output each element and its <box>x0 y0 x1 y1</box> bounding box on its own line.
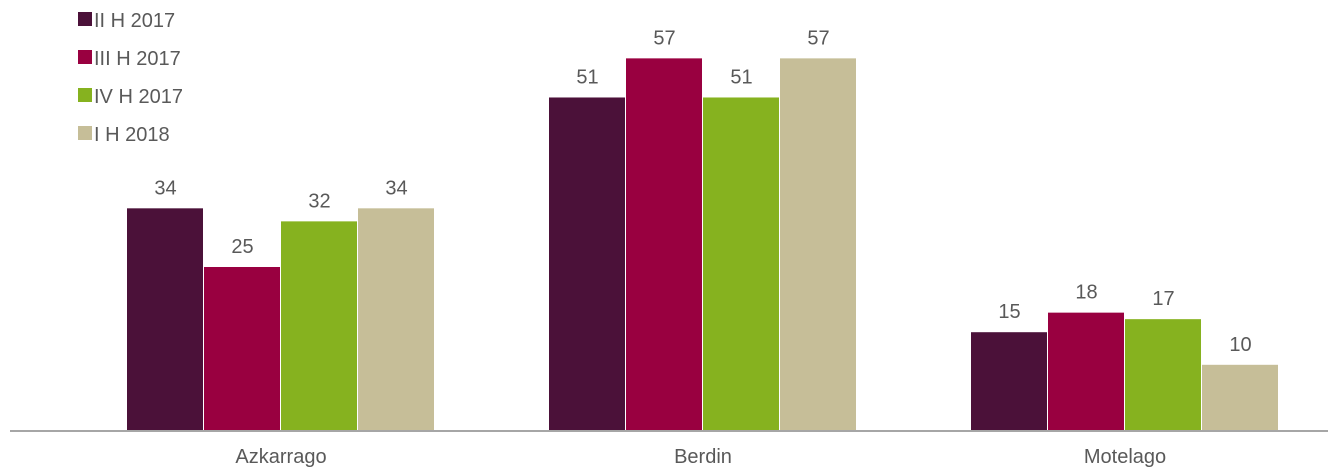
bar <box>281 221 357 430</box>
bar <box>1048 312 1124 430</box>
legend-swatch <box>78 50 92 64</box>
legend-label: I H 2018 <box>94 124 170 146</box>
x-tick-labels: Azkarrago Berdin Motelago <box>235 446 1166 468</box>
legend-label: IV H 2017 <box>94 86 183 108</box>
legend-swatch <box>78 126 92 140</box>
bar <box>780 58 856 431</box>
x-tick-label: Azkarrago <box>235 446 326 468</box>
data-label: 34 <box>385 177 407 199</box>
bar <box>1202 364 1278 430</box>
x-tick-label: Motelago <box>1084 446 1166 468</box>
x-tick-label: Berdin <box>674 446 732 468</box>
legend-label: II H 2017 <box>94 10 175 32</box>
bar <box>204 267 280 430</box>
data-label: 25 <box>231 236 253 258</box>
legend-swatch <box>78 88 92 102</box>
bar <box>971 332 1047 430</box>
data-label: 34 <box>154 177 176 199</box>
bar <box>127 208 203 430</box>
data-label: 32 <box>308 190 330 212</box>
data-labels-group: 34 25 32 34 51 57 51 57 15 18 17 10 <box>154 27 1251 355</box>
bar <box>626 58 702 431</box>
data-label: 17 <box>1152 288 1174 310</box>
bar <box>549 97 625 430</box>
data-label: 57 <box>807 27 829 49</box>
bar <box>1125 319 1201 430</box>
data-label: 51 <box>730 66 752 88</box>
data-label: 10 <box>1229 334 1251 356</box>
data-label: 51 <box>576 66 598 88</box>
bar <box>703 97 779 430</box>
data-label: 57 <box>653 27 675 49</box>
legend-swatch <box>78 12 92 26</box>
bar <box>358 208 434 430</box>
legend-label: III H 2017 <box>94 48 181 70</box>
bars-group <box>127 58 1278 431</box>
data-label: 15 <box>998 301 1020 323</box>
legend: II H 2017 III H 2017 IV H 2017 I H 2018 <box>78 10 183 146</box>
data-label: 18 <box>1075 282 1097 304</box>
